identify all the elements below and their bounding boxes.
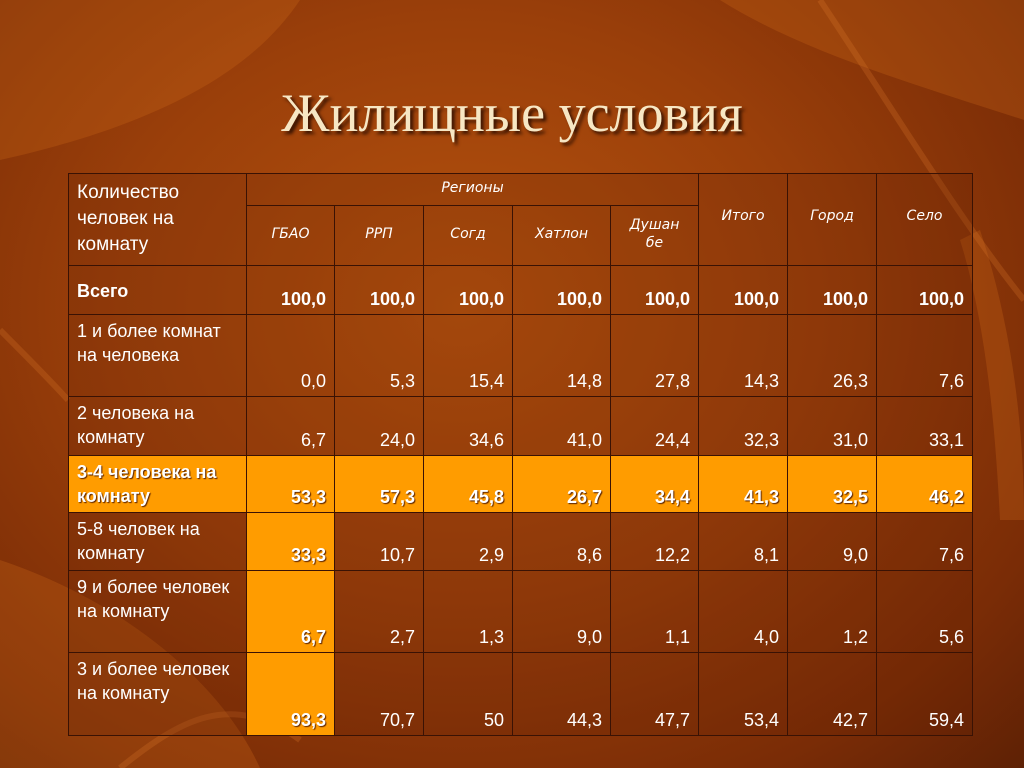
cell-value: 1,1 (610, 570, 699, 653)
cell-value: 32,3 (698, 396, 788, 456)
cell-value: 7,6 (876, 512, 973, 571)
cell-value: 15,4 (423, 314, 513, 397)
cell-value: 5,3 (334, 314, 424, 397)
cell-value: 100,0 (876, 265, 973, 315)
row-label: 9 и более человек на комнату (68, 570, 247, 653)
cell-value: 59,4 (876, 652, 973, 736)
cell-value: 100,0 (246, 265, 335, 315)
cell-value: 53,3 (246, 455, 335, 513)
cell-value: 34,4 (610, 455, 699, 513)
cell-value-highlighted: 93,3 (246, 652, 335, 736)
cell-value: 31,0 (787, 396, 877, 456)
table-row-total: Всего 100,0 100,0 100,0 100,0 100,0 100,… (68, 265, 973, 315)
cell-value: 100,0 (787, 265, 877, 315)
header-row-1: Количество человек на комнату Регионы Ит… (68, 173, 973, 266)
cell-value: 100,0 (423, 265, 513, 315)
cell-value: 2,9 (423, 512, 513, 571)
cell-value: 100,0 (610, 265, 699, 315)
cell-value: 4,0 (698, 570, 788, 653)
header-region-rrp: РРП (334, 205, 424, 266)
cell-value: 14,3 (698, 314, 788, 397)
header-region-dushanbe: Душан бе (610, 205, 699, 266)
cell-value: 5,6 (876, 570, 973, 653)
header-city: Город (787, 173, 877, 266)
cell-value-highlighted: 33,3 (246, 512, 335, 571)
cell-value: 100,0 (512, 265, 611, 315)
table-row: 3 и более человек на комнату 93,3 70,7 5… (68, 652, 973, 736)
cell-value: 100,0 (334, 265, 424, 315)
header-row-2: ГБАО РРП Согд Хатлон Душан бе (69, 205, 973, 266)
row-label: 3-4 человека на комнату (68, 455, 247, 513)
cell-value: 9,0 (787, 512, 877, 571)
header-people-per-room: Количество человек на комнату (68, 173, 247, 266)
cell-value: 1,2 (787, 570, 877, 653)
cell-value: 24,0 (334, 396, 424, 456)
cell-value: 46,2 (876, 455, 973, 513)
header-region-sogd: Согд (423, 205, 513, 266)
cell-value: 26,3 (787, 314, 877, 397)
table-row: 2 человека на комнату 6,7 24,0 34,6 41,0… (68, 396, 973, 456)
cell-value: 1,3 (423, 570, 513, 653)
cell-value: 47,7 (610, 652, 699, 736)
cell-value: 7,6 (876, 314, 973, 397)
row-label: 1 и более комнат на человека (68, 314, 247, 397)
table-row-highlighted: 3-4 человека на комнату 53,3 57,3 45,8 2… (68, 455, 973, 513)
cell-value: 34,6 (423, 396, 513, 456)
table-row: 9 и более человек на комнату 6,7 2,7 1,3… (68, 570, 973, 653)
cell-value: 53,4 (698, 652, 788, 736)
cell-value: 26,7 (512, 455, 611, 513)
housing-table: Количество человек на комнату Регионы Ит… (68, 173, 973, 736)
header-region-khatlon: Хатлон (512, 205, 611, 266)
cell-value: 14,8 (512, 314, 611, 397)
cell-value: 2,7 (334, 570, 424, 653)
header-total: Итого (698, 173, 788, 266)
cell-value: 27,8 (610, 314, 699, 397)
cell-value: 12,2 (610, 512, 699, 571)
cell-value: 41,3 (698, 455, 788, 513)
row-label: 3 и более человек на комнату (68, 652, 247, 736)
row-label: 2 человека на комнату (68, 396, 247, 456)
cell-value: 70,7 (334, 652, 424, 736)
header-region-gbao: ГБАО (246, 205, 335, 266)
cell-value: 44,3 (512, 652, 611, 736)
table-row: 5-8 человек на комнату 33,3 10,7 2,9 8,6… (68, 512, 973, 571)
dushanbe-label: Душан бе (629, 217, 680, 251)
cell-value: 57,3 (334, 455, 424, 513)
cell-value: 32,5 (787, 455, 877, 513)
header-village: Село (876, 173, 973, 266)
cell-value: 45,8 (423, 455, 513, 513)
cell-value: 50 (423, 652, 513, 736)
cell-value: 33,1 (876, 396, 973, 456)
cell-value: 0,0 (246, 314, 335, 397)
cell-value: 10,7 (334, 512, 424, 571)
cell-value: 42,7 (787, 652, 877, 736)
slide-title: Жилищные условия (281, 83, 743, 143)
row-label: 5-8 человек на комнату (68, 512, 247, 571)
table-row: 1 и более комнат на человека 0,0 5,3 15,… (68, 314, 973, 397)
cell-value: 9,0 (512, 570, 611, 653)
row-label: Всего (68, 265, 247, 315)
cell-value: 8,1 (698, 512, 788, 571)
cell-value: 100,0 (698, 265, 788, 315)
cell-value: 41,0 (512, 396, 611, 456)
cell-value: 8,6 (512, 512, 611, 571)
cell-value: 6,7 (246, 396, 335, 456)
cell-value: 24,4 (610, 396, 699, 456)
header-regions: Регионы (246, 173, 699, 206)
cell-value-highlighted: 6,7 (246, 570, 335, 653)
